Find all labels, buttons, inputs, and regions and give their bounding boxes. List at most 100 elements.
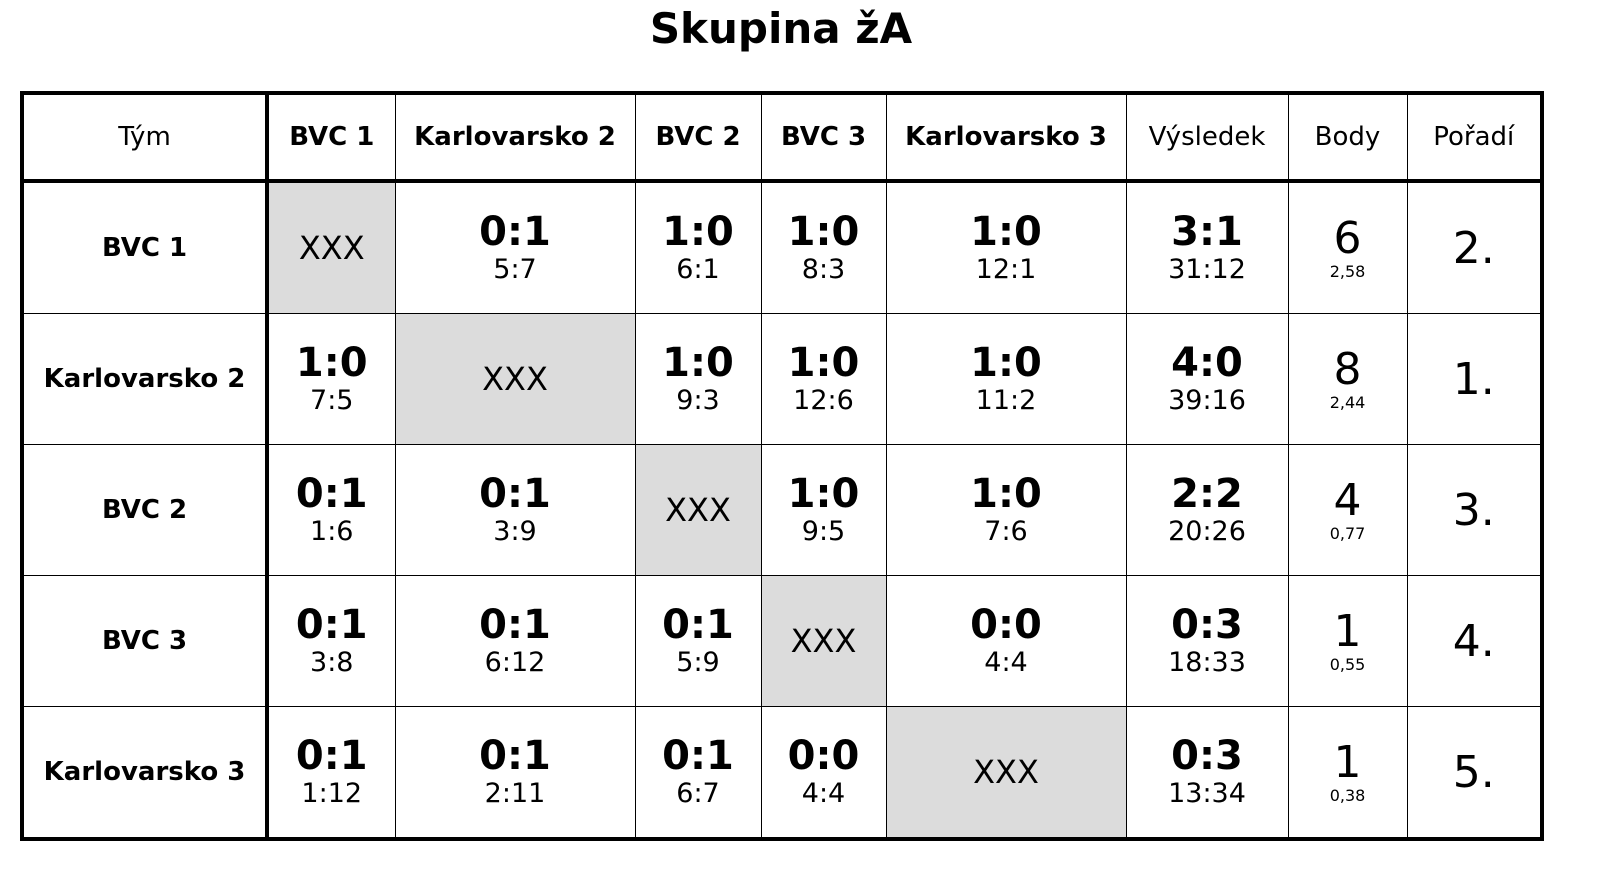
- main-value: 1:0: [970, 471, 1042, 517]
- header-cell: Pořadí: [1406, 92, 1543, 183]
- match-cell: 1:0 6:1: [634, 180, 762, 314]
- main-value: 0:1: [479, 602, 551, 648]
- main-value: 0:1: [479, 733, 551, 779]
- main-value: 1:0: [970, 340, 1042, 386]
- match-cell: 0:1 3:8: [266, 575, 396, 707]
- main-value: 2:2: [1171, 471, 1243, 517]
- match-cell: 0:1 6:7: [634, 706, 762, 840]
- sub-value: 20:26: [1168, 516, 1246, 547]
- main-value: 0:1: [479, 209, 551, 255]
- sub-value: 2,44: [1329, 393, 1366, 412]
- sub-value: 13:34: [1168, 778, 1246, 809]
- sub-value: 4:4: [801, 778, 846, 809]
- main-value: 0:3: [1171, 733, 1243, 779]
- main-value: 1:0: [662, 340, 734, 386]
- main-value: 0:1: [295, 471, 368, 517]
- team-cell: BVC 1: [21, 180, 269, 314]
- self-cell: XXX: [266, 180, 396, 314]
- main-value: 1:0: [787, 471, 860, 517]
- result-cell: 0:3 13:34: [1125, 706, 1289, 840]
- header-cell: Výsledek: [1125, 92, 1289, 183]
- sub-value: 5:7: [493, 254, 537, 285]
- team-cell: BVC 3: [21, 575, 269, 707]
- points-cell: 1 0,55: [1287, 575, 1408, 707]
- points-cell: 8 2,44: [1287, 313, 1408, 445]
- rank-cell: 3.: [1406, 444, 1543, 576]
- table-body: BVC 1 XXX 0:1 5:7 1:0 6:1 1:0 8:3 1:0 12:1 3:1 31:1…: [21, 180, 1543, 840]
- sub-value: 3:8: [310, 647, 354, 678]
- result-cell: 4:0 39:16: [1125, 313, 1289, 445]
- header-cell: Karlovarsko 2: [394, 92, 636, 183]
- rank-cell: 5.: [1406, 706, 1543, 840]
- main-value: 1:0: [295, 340, 368, 386]
- match-cell: 0:1 5:9: [634, 575, 762, 707]
- match-cell: 0:1 6:12: [394, 575, 636, 707]
- points-cell: 4 0,77: [1287, 444, 1408, 576]
- sub-value: 12:6: [793, 385, 854, 416]
- main-value: 4: [1333, 475, 1362, 526]
- match-cell: 1:0 11:2: [885, 313, 1127, 445]
- sub-value: 9:3: [676, 385, 720, 416]
- sub-value: 6:7: [676, 778, 720, 809]
- main-value: 1:0: [970, 209, 1042, 255]
- sub-value: 3:9: [493, 516, 537, 547]
- header-cell: BVC 1: [266, 92, 396, 183]
- main-value: 0:1: [295, 733, 368, 779]
- sub-value: 6:1: [676, 254, 720, 285]
- sub-value: 1:6: [310, 516, 354, 547]
- table-row: Karlovarsko 3 0:1 1:12 0:1 2:11 0:1 6:7 0:0 4:4 X…: [21, 706, 1543, 840]
- table-row: Karlovarsko 2 1:0 7:5 XXX 1:0 9:3 1:0 12:6 1:0 11…: [21, 313, 1543, 445]
- sub-value: 18:33: [1168, 647, 1246, 678]
- title: Skupina žA: [649, 4, 913, 53]
- match-cell: 1:0 12:1: [885, 180, 1127, 314]
- sub-value: 11:2: [975, 385, 1037, 416]
- sub-value: 6:12: [484, 647, 546, 678]
- main-value: 0:1: [662, 602, 734, 648]
- sub-value: 4:4: [984, 647, 1028, 678]
- match-cell: 0:0 4:4: [885, 575, 1127, 707]
- match-cell: 0:1 2:11: [394, 706, 636, 840]
- match-cell: 1:0 7:6: [885, 444, 1127, 576]
- main-value: 1:0: [787, 340, 860, 386]
- header-cell: Karlovarsko 3: [885, 92, 1127, 183]
- rank-cell: 2.: [1406, 180, 1543, 314]
- main-value: 1:0: [662, 209, 734, 255]
- sub-value: 8:3: [801, 254, 846, 285]
- sub-value: 7:5: [310, 385, 354, 416]
- match-cell: 0:1 1:12: [266, 706, 396, 840]
- sub-value: 0,55: [1329, 655, 1366, 674]
- self-cell: XXX: [394, 313, 636, 445]
- sub-value: 39:16: [1168, 385, 1246, 416]
- match-cell: 1:0 9:5: [760, 444, 887, 576]
- self-cell: XXX: [885, 706, 1127, 840]
- match-cell: 0:1 1:6: [266, 444, 396, 576]
- main-value: 0:1: [479, 471, 551, 517]
- main-value: 0:0: [787, 733, 860, 779]
- main-value: 1:0: [787, 209, 860, 255]
- main-value: 0:1: [662, 733, 734, 779]
- match-cell: 0:1 5:7: [394, 180, 636, 314]
- match-cell: 0:1 3:9: [394, 444, 636, 576]
- main-value: 0:0: [970, 602, 1042, 648]
- table-row: BVC 3 0:1 3:8 0:1 6:12 0:1 5:9 XXX 0:0 4:4 0:3 18:3…: [21, 575, 1543, 707]
- rank-cell: 1.: [1406, 313, 1543, 445]
- header-cell: BVC 2: [634, 92, 762, 183]
- team-cell: BVC 2: [21, 444, 269, 576]
- sub-value: 7:6: [984, 516, 1028, 547]
- result-cell: 0:3 18:33: [1125, 575, 1289, 707]
- sub-value: 1:12: [301, 778, 363, 809]
- table-row: BVC 2 0:1 1:6 0:1 3:9 XXX 1:0 9:5 1:0 7:6 2:2 20:26…: [21, 444, 1543, 576]
- result-cell: 3:1 31:12: [1125, 180, 1289, 314]
- points-cell: 6 2,58: [1287, 180, 1408, 314]
- header-cell: Tým: [21, 92, 269, 183]
- sub-value: 0,38: [1329, 786, 1366, 805]
- main-value: 4:0: [1171, 340, 1243, 386]
- sub-value: 2,58: [1329, 262, 1366, 281]
- match-cell: 0:0 4:4: [760, 706, 887, 840]
- header-cell: Body: [1287, 92, 1408, 183]
- main-value: 0:1: [295, 602, 368, 648]
- header-row: Tým BVC 1 Karlovarsko 2 BVC 2 BVC 3 Karlovars…: [21, 92, 1543, 183]
- main-value: 1: [1333, 737, 1362, 788]
- sub-value: 31:12: [1168, 254, 1246, 285]
- sub-value: 0,77: [1329, 524, 1366, 543]
